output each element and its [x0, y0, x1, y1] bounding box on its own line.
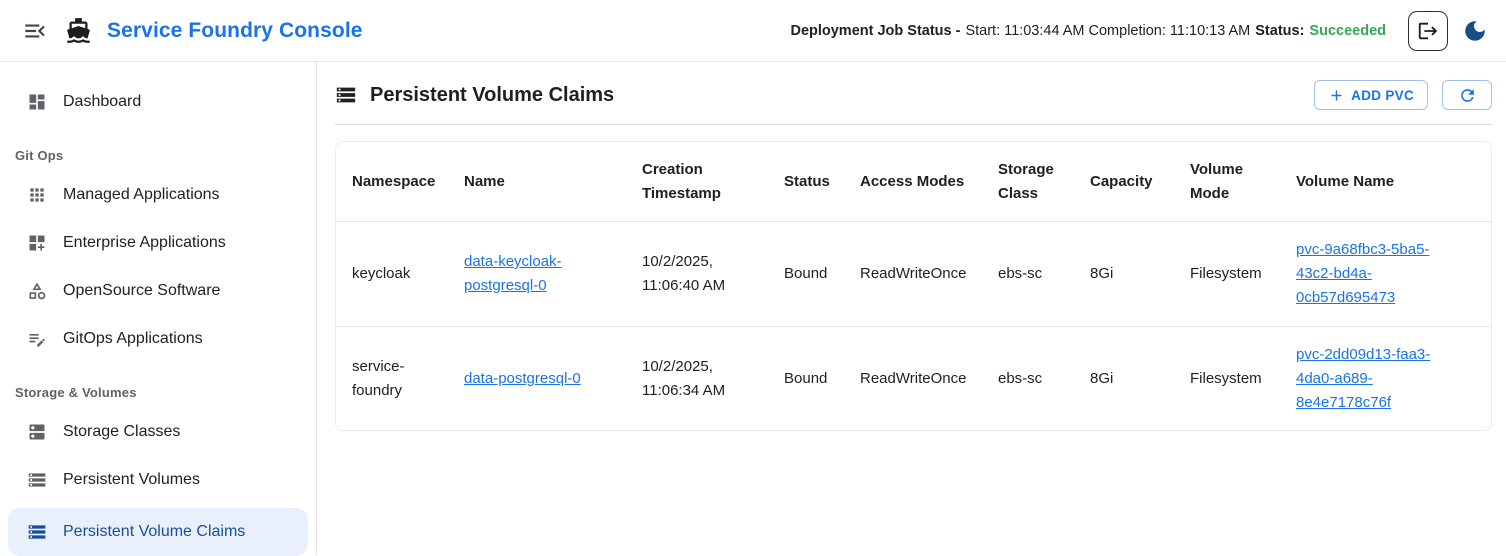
- app-body: Dashboard Git Ops Managed Applications E…: [0, 62, 1506, 556]
- pvc-name-link[interactable]: data-keycloak-postgresql-0: [464, 253, 562, 294]
- column-header-volume-mode: Volume Mode: [1190, 161, 1244, 202]
- sidebar-item-label: GitOps Applications: [63, 330, 203, 347]
- column-header-storage-class: Storage Class: [998, 161, 1054, 202]
- storage-stack-icon: [27, 470, 47, 490]
- pvc-table: Namespace Name Creation Timestamp Status…: [335, 141, 1492, 431]
- cell-volume-mode: Filesystem: [1190, 369, 1262, 387]
- cell-status: Bound: [784, 265, 828, 282]
- cell-capacity: 8Gi: [1090, 369, 1114, 387]
- sidebar-item-persistent-volumes[interactable]: Persistent Volumes: [8, 460, 308, 500]
- category-shapes-icon: [27, 281, 47, 301]
- job-status-title: Deployment Job Status -: [790, 22, 961, 39]
- sidebar-item-label: Enterprise Applications: [63, 234, 226, 251]
- cell-namespace: keycloak: [352, 265, 411, 282]
- plus-icon: [1328, 87, 1345, 104]
- storage-stack-icon: [27, 522, 47, 542]
- table-header-row: Namespace Name Creation Timestamp Status…: [336, 142, 1491, 222]
- table-row: keycloak data-keycloak-postgresql-0 10/2…: [336, 222, 1491, 326]
- job-status-detail: Start: 11:03:44 AM Completion: 11:10:13 …: [965, 22, 1251, 39]
- edit-note-icon: [27, 329, 47, 349]
- add-pvc-button-label: ADD PVC: [1351, 87, 1414, 103]
- storage-stack-icon: [335, 84, 357, 106]
- cell-namespace: service-foundry: [352, 357, 405, 399]
- app-header: Service Foundry Console Deployment Job S…: [0, 0, 1506, 62]
- add-pvc-button[interactable]: ADD PVC: [1314, 80, 1428, 110]
- job-status-value: Succeeded: [1309, 22, 1386, 39]
- column-header-name: Name: [464, 172, 505, 190]
- sidebar: Dashboard Git Ops Managed Applications E…: [0, 62, 317, 556]
- sidebar-item-label: Persistent Volume Claims: [63, 523, 246, 540]
- sidebar-item-dashboard[interactable]: Dashboard: [8, 82, 308, 122]
- menu-open-icon: [22, 18, 48, 44]
- deployment-job-status: Deployment Job Status - Start: 11:03:44 …: [790, 23, 1386, 39]
- dashboard-icon: [27, 92, 47, 112]
- app-title: Service Foundry Console: [107, 18, 363, 42]
- cell-storage-class: ebs-sc: [998, 369, 1043, 387]
- cell-storage-class: ebs-sc: [998, 265, 1043, 282]
- dashboard-customize-icon: [27, 233, 47, 253]
- menu-toggle-button[interactable]: [20, 16, 50, 46]
- sidebar-section-storage-volumes: Storage & Volumes: [15, 385, 137, 400]
- sidebar-item-opensource-software[interactable]: OpenSource Software: [8, 271, 308, 311]
- dark-mode-moon-icon: [1462, 18, 1488, 44]
- sidebar-section-gitops: Git Ops: [15, 148, 64, 163]
- sidebar-item-storage-classes[interactable]: Storage Classes: [8, 412, 308, 452]
- logout-button[interactable]: [1408, 10, 1448, 51]
- dark-mode-toggle-button[interactable]: [1460, 16, 1490, 46]
- refresh-icon: [1458, 86, 1477, 105]
- toolbar-divider: [335, 124, 1492, 125]
- logout-icon: [1417, 20, 1439, 42]
- boat-logo-icon: [65, 17, 92, 44]
- sidebar-item-gitops-applications[interactable]: GitOps Applications: [8, 319, 308, 359]
- apps-grid-icon: [27, 185, 47, 205]
- volume-name-link[interactable]: pvc-2dd09d13-faa3-4da0-a689-8e4e7178c76f: [1296, 345, 1431, 411]
- column-header-status: Status: [784, 172, 830, 190]
- cell-creation-timestamp: 10/2/2025, 11:06:34 AM: [642, 357, 726, 399]
- sidebar-item-label: OpenSource Software: [63, 282, 221, 299]
- cell-capacity: 8Gi: [1090, 265, 1114, 282]
- sidebar-item-persistent-volume-claims[interactable]: Persistent Volume Claims: [8, 508, 308, 556]
- sidebar-item-label: Managed Applications: [63, 186, 220, 203]
- main-content: Persistent Volume Claims ADD PVC: [317, 62, 1506, 555]
- cell-access-modes: ReadWriteOnce: [860, 265, 967, 282]
- column-header-capacity: Capacity: [1090, 172, 1153, 190]
- cell-status: Bound: [784, 369, 828, 387]
- table-row: service-foundry data-postgresql-0 10/2/2…: [336, 326, 1491, 430]
- refresh-button[interactable]: [1442, 80, 1492, 110]
- page-title: Persistent Volume Claims: [335, 84, 614, 107]
- column-header-namespace: Namespace: [352, 172, 436, 190]
- cell-creation-timestamp: 10/2/2025, 11:06:40 AM: [642, 253, 726, 294]
- column-header-creation-timestamp: Creation Timestamp: [642, 161, 721, 202]
- dns-server-icon: [27, 422, 47, 442]
- pvc-name-link[interactable]: data-postgresql-0: [464, 369, 581, 387]
- cell-access-modes: ReadWriteOnce: [860, 369, 967, 387]
- sidebar-item-enterprise-applications[interactable]: Enterprise Applications: [8, 223, 308, 263]
- header-left: Service Foundry Console: [20, 16, 363, 46]
- sidebar-item-label: Dashboard: [63, 93, 142, 110]
- page-title-text: Persistent Volume Claims: [370, 83, 615, 106]
- column-header-access-modes: Access Modes: [860, 172, 965, 190]
- volume-name-link[interactable]: pvc-9a68fbc3-5ba5-43c2-bd4a-0cb57d695473: [1296, 241, 1430, 306]
- toolbar-actions: ADD PVC: [1314, 80, 1492, 110]
- column-header-volume-name: Volume Name: [1296, 172, 1395, 190]
- page-toolbar: Persistent Volume Claims ADD PVC: [335, 80, 1492, 110]
- job-status-label: Status:: [1255, 22, 1305, 39]
- header-right: Deployment Job Status - Start: 11:03:44 …: [790, 10, 1490, 51]
- sidebar-item-label: Storage Classes: [63, 423, 181, 440]
- sidebar-item-managed-applications[interactable]: Managed Applications: [8, 175, 308, 215]
- cell-volume-mode: Filesystem: [1190, 265, 1262, 282]
- sidebar-item-label: Persistent Volumes: [63, 471, 200, 488]
